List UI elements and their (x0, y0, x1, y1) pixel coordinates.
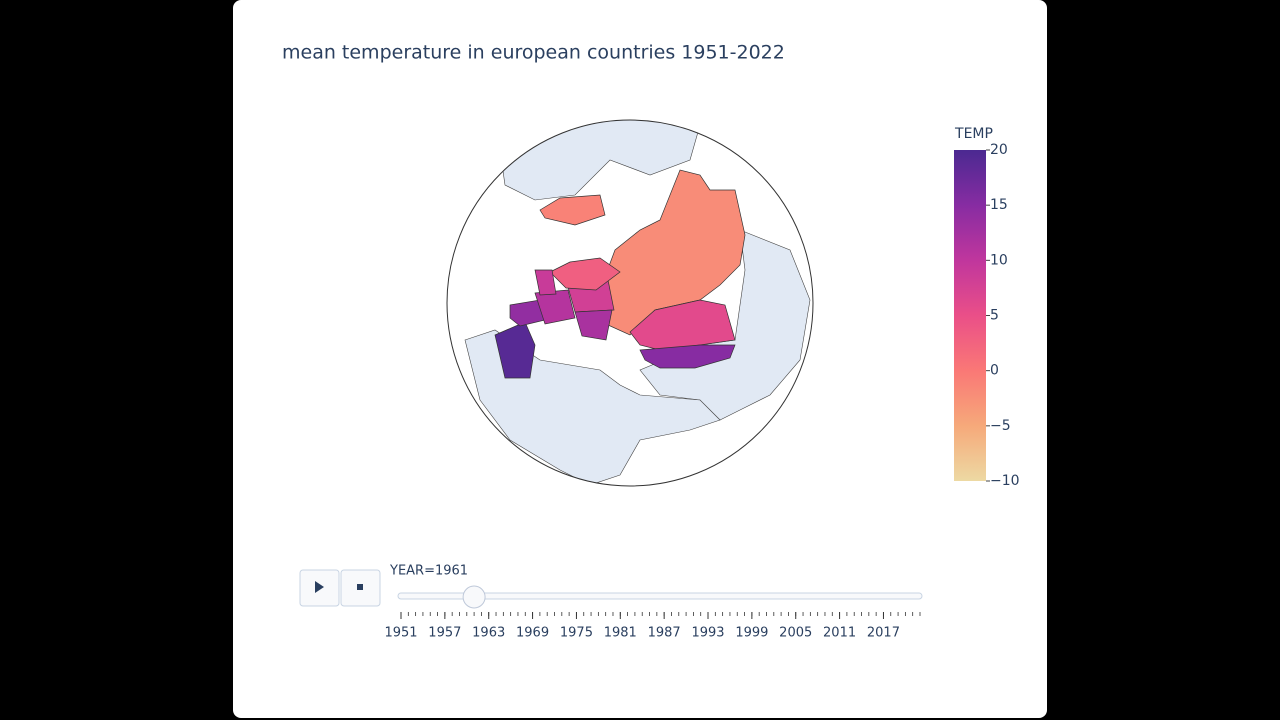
country (639, 344, 736, 369)
slider-tick-label: 1987 (648, 626, 681, 641)
slider-tick-label: 1969 (516, 626, 549, 641)
slider-tick-label: 2011 (823, 626, 856, 641)
country (574, 309, 613, 341)
slider-tick-label: 1963 (472, 626, 505, 641)
slider-tick-label: 1951 (384, 626, 417, 641)
country (534, 289, 576, 325)
globe-outline (446, 119, 814, 487)
slider-track[interactable] (397, 592, 923, 600)
country (534, 269, 557, 296)
colorbar-tick-label: 15 (990, 197, 1008, 213)
slider-tick-label: 1975 (560, 626, 593, 641)
colorbar-tick-label: 10 (990, 252, 1008, 268)
globe (447, 120, 813, 486)
colorbar (954, 150, 986, 481)
chart-title: mean temperature in european countries 1… (282, 42, 785, 64)
slider-tick-label: 2005 (779, 626, 812, 641)
colorbar-tick-label: −10 (990, 473, 1020, 489)
slider-tick-label: 1993 (691, 626, 724, 641)
colorbar-tick-label: 20 (990, 142, 1008, 158)
country (509, 299, 546, 327)
slider-current-label: YEAR=1961 (389, 564, 468, 579)
country (549, 257, 621, 291)
country (539, 194, 606, 226)
country (629, 299, 736, 351)
slider-tick-label: 2017 (867, 626, 900, 641)
slider-knob[interactable] (462, 585, 486, 609)
slider-tick-label: 1999 (735, 626, 768, 641)
colorbar-tick-label: −5 (990, 418, 1011, 434)
play-button[interactable] (299, 569, 340, 607)
slider-tick-label: 1957 (428, 626, 461, 641)
colorbar-tick-label: 5 (990, 308, 999, 324)
stop-button[interactable] (340, 569, 381, 607)
colorbar-tick-label: 0 (990, 363, 999, 379)
colorbar-title: TEMP (954, 126, 993, 142)
slider-tick-label: 1981 (604, 626, 637, 641)
